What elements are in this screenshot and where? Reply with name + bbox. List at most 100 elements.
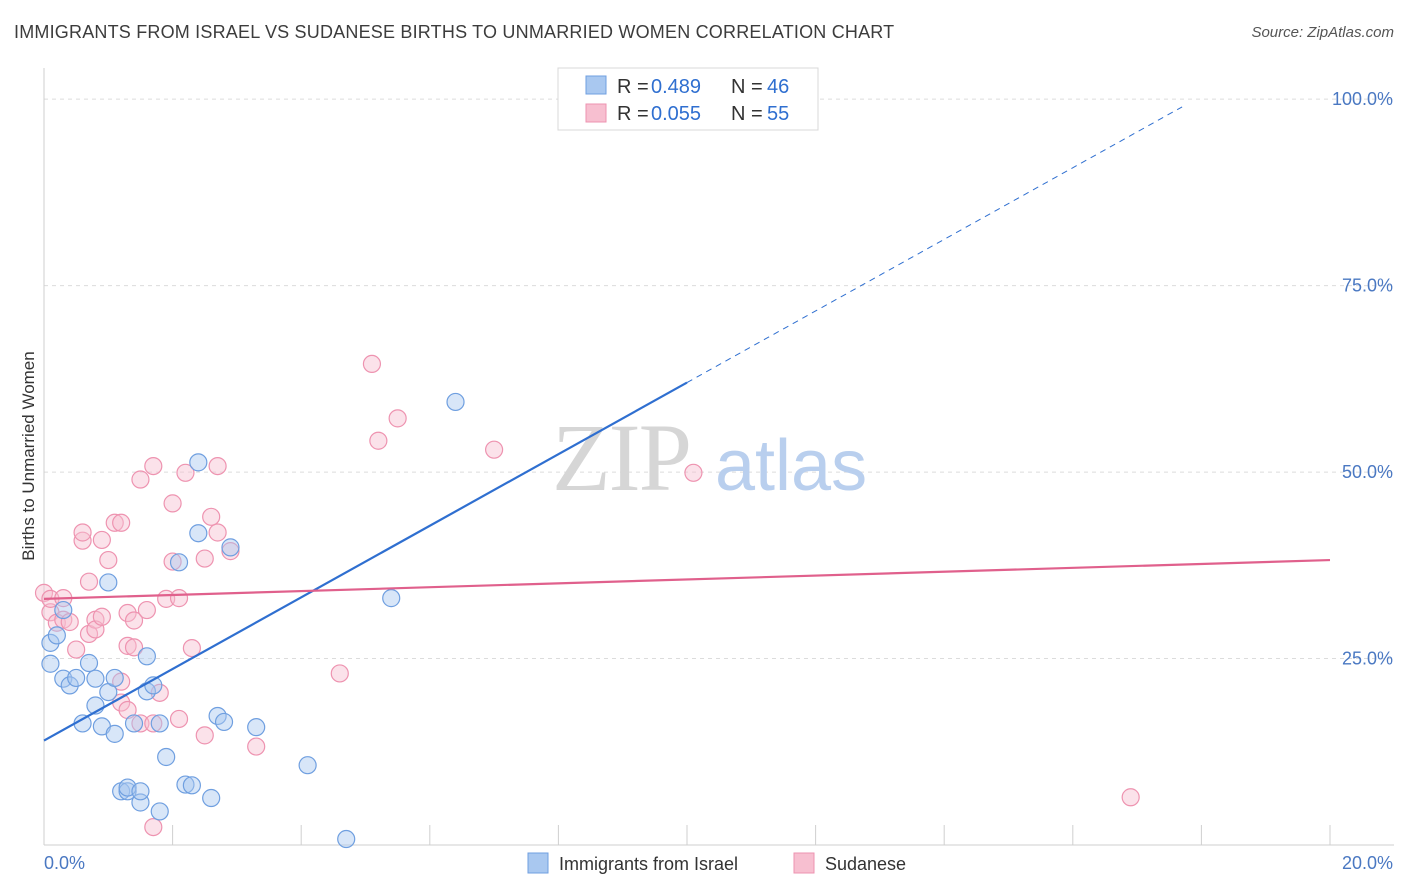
watermark-atlas: atlas: [715, 426, 867, 506]
data-point: [202, 788, 221, 808]
data-point: [163, 552, 182, 571]
x-axis: [43, 68, 1394, 846]
data-point: [195, 549, 214, 568]
legend-r-label-israel: R =: [617, 76, 649, 98]
series-legend-swatch-israel: [527, 852, 549, 874]
data-point: [684, 463, 703, 482]
data-point: [330, 664, 349, 683]
x-tick-label-min: 0.0%: [44, 853, 85, 873]
data-point: [485, 440, 504, 459]
series-legend-swatch-sudanese: [793, 852, 815, 874]
data-point: [118, 636, 137, 655]
data-point: [131, 782, 150, 801]
data-point: [214, 712, 234, 732]
legend-r-value-sudanese: 0.055: [651, 103, 701, 125]
data-point: [195, 726, 214, 745]
legend-n-label-israel: N =: [731, 76, 763, 98]
data-point: [124, 611, 144, 630]
legend-r-value-israel: 0.489: [651, 76, 701, 98]
series-legend: Immigrants from Israel Sudanese: [527, 852, 906, 874]
data-point: [105, 513, 124, 532]
legend-swatch-israel: [585, 75, 607, 95]
data-point: [54, 600, 73, 620]
data-point: [1121, 788, 1140, 807]
data-point: [105, 668, 124, 688]
data-point: [169, 553, 189, 572]
trend-line-sudanese: [43, 558, 1331, 600]
data-point: [182, 776, 201, 795]
y-tick-label: 75.0%: [1342, 276, 1393, 296]
legend-r-label-sudanese: R =: [617, 103, 649, 125]
grid-lines: [44, 98, 1394, 660]
legend-swatch-sudanese: [585, 103, 607, 123]
chart-title: IMMIGRANTS FROM ISRAEL VS SUDANESE BIRTH…: [14, 22, 895, 42]
data-point: [137, 600, 156, 620]
x-tick-label-max: 20.0%: [1342, 853, 1393, 873]
data-point: [169, 709, 189, 729]
data-point: [208, 456, 227, 476]
data-point: [202, 507, 221, 526]
data-point: [369, 431, 388, 450]
data-point: [92, 607, 111, 626]
y-tick-label: 25.0%: [1342, 649, 1393, 669]
data-point: [189, 453, 208, 472]
data-point: [298, 756, 317, 775]
data-point: [47, 626, 66, 645]
data-point: [189, 524, 208, 543]
data-point: [247, 718, 266, 737]
data-point: [105, 724, 124, 743]
data-point: [92, 530, 111, 550]
data-point: [73, 523, 92, 542]
data-point: [67, 668, 86, 688]
y-tick-label: 100.0%: [1332, 89, 1393, 109]
data-point: [144, 714, 163, 733]
data-point: [99, 550, 118, 570]
data-point: [176, 775, 195, 794]
data-point: [221, 538, 240, 557]
data-point: [54, 669, 73, 688]
data-point: [99, 573, 118, 592]
data-point: [388, 409, 407, 428]
data-point: [176, 463, 195, 482]
data-point: [79, 653, 99, 673]
series-legend-label-israel: Immigrants from Israel: [559, 854, 738, 874]
trend-lines: [43, 106, 1331, 742]
data-point: [67, 640, 86, 659]
data-point: [41, 633, 60, 652]
data-point: [446, 392, 465, 412]
legend-n-value-sudanese: 55: [767, 103, 789, 125]
stats-legend: R = 0.489 N = 46 R = 0.055 N = 55: [557, 67, 819, 131]
data-point: [144, 456, 163, 476]
y-axis-label: Births to Unmarried Women: [19, 351, 38, 560]
data-point: [118, 603, 137, 623]
data-point: [137, 647, 156, 666]
data-point: [157, 747, 176, 767]
data-point: [150, 714, 169, 733]
data-point: [182, 638, 201, 658]
data-point: [112, 513, 131, 532]
data-point: [86, 669, 105, 688]
series-israel-points: [41, 90, 594, 849]
data-point: [131, 470, 150, 489]
y-tick-label: 50.0%: [1342, 462, 1393, 482]
data-point: [169, 589, 189, 608]
data-point: [79, 572, 99, 591]
legend-n-label-sudanese: N =: [731, 103, 763, 125]
legend-n-value-israel: 46: [767, 76, 789, 98]
data-point: [247, 737, 266, 756]
data-point: [60, 676, 79, 695]
trend-line-israel: [43, 381, 688, 742]
watermark-zip: ZIP: [552, 404, 690, 511]
data-point: [382, 589, 401, 608]
data-point: [131, 714, 150, 733]
data-point: [124, 638, 144, 657]
data-point: [150, 802, 169, 821]
trend-line-israel-extension: [686, 106, 1183, 383]
series-sudanese-points: [34, 354, 1140, 837]
source-note: Source: ZipAtlas.com: [1251, 24, 1394, 41]
data-point: [208, 523, 227, 542]
series-legend-label-sudanese: Sudanese: [825, 854, 906, 874]
y-tick-labels: 25.0% 50.0% 75.0% 100.0%: [1332, 89, 1393, 668]
data-point: [124, 714, 144, 733]
